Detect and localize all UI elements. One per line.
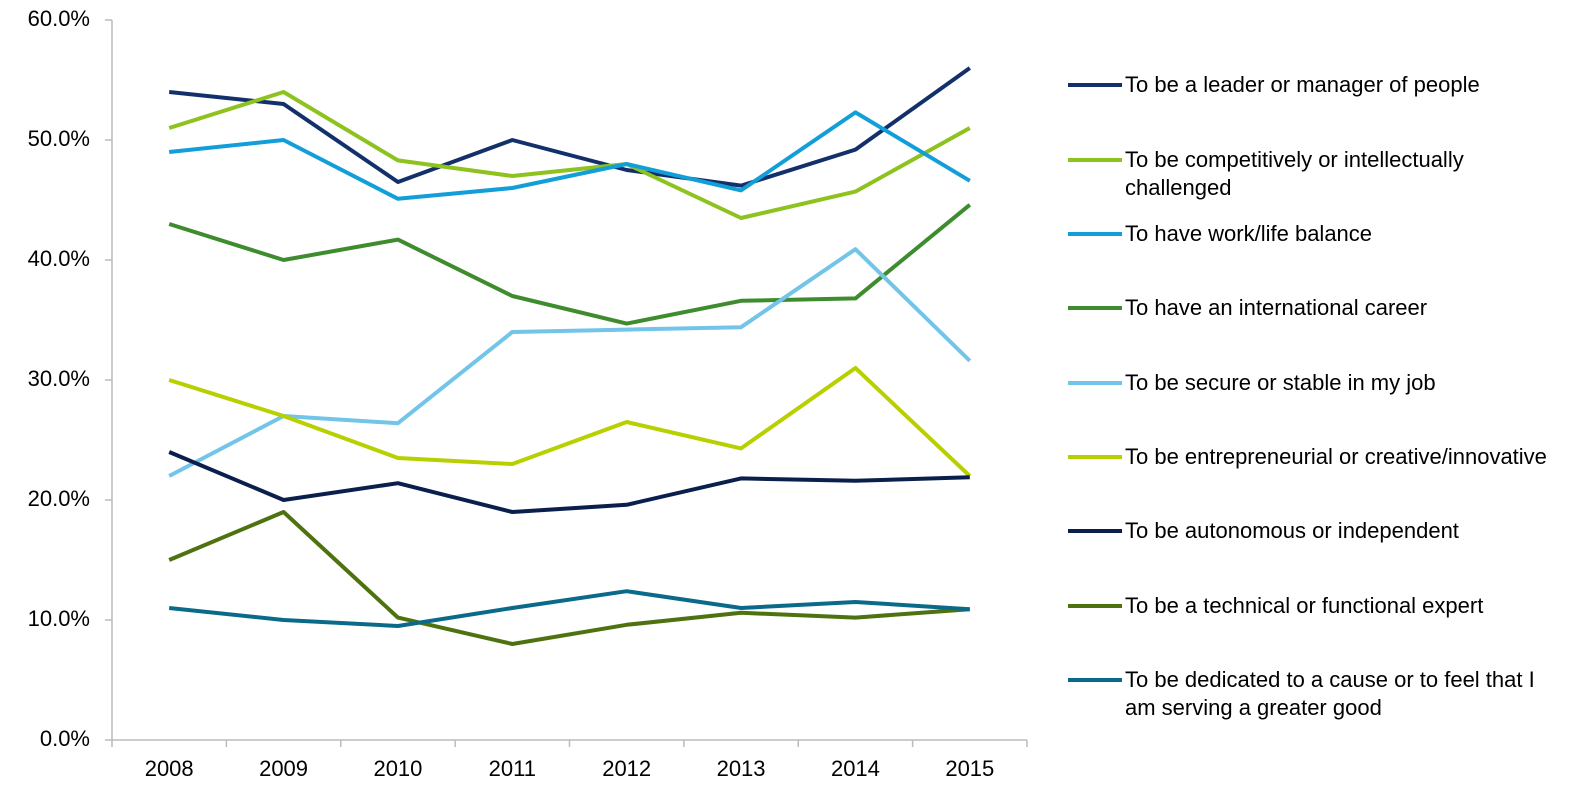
chart: 0.0% 10.0% 20.0% 30.0% 40.0% 50.0% 60.0% 2008 20… <box>28 6 1028 781</box>
x-tick-label: 2009 <box>259 756 308 781</box>
legend-label: To be dedicated to a cause or to feel th… <box>1125 667 1535 720</box>
legend-label: To be a technical or functional expert <box>1125 593 1484 618</box>
x-tick-label: 2012 <box>602 756 651 781</box>
legend-label: To be a leader or manager of people <box>1125 72 1480 97</box>
legend-label: To be competitively or intellectually ch… <box>1125 147 1464 200</box>
legend-swatch <box>1068 604 1122 608</box>
x-tick-label: 2011 <box>489 756 536 781</box>
x-tick-label: 2013 <box>717 756 766 781</box>
series-line <box>168 450 970 514</box>
y-tick-label: 40.0% <box>28 246 90 271</box>
x-tick-label: 2008 <box>145 756 194 781</box>
legend-label: To have an international career <box>1125 295 1428 320</box>
legend-item: To have work/life balance <box>1068 220 1565 248</box>
legend-item: To be a technical or functional expert <box>1068 592 1565 620</box>
y-tick-label: 0.0% <box>40 726 90 751</box>
x-tick-label: 2014 <box>831 756 880 781</box>
legend-label: To be entrepreneurial or creative/innova… <box>1125 444 1547 469</box>
y-tick-label: 60.0% <box>28 6 90 31</box>
y-tick-label: 20.0% <box>28 486 90 511</box>
legend-swatch <box>1068 678 1122 682</box>
series-line <box>168 203 972 326</box>
legend-label: To have work/life balance <box>1125 221 1373 246</box>
legend-swatch <box>1068 83 1122 87</box>
legend-item: To be entrepreneurial or creative/innova… <box>1068 443 1565 471</box>
legend-swatch <box>1068 455 1122 459</box>
series-line <box>168 66 971 188</box>
legend-item: To be a leader or manager of people <box>1068 71 1565 99</box>
legend-label: To be secure or stable in my job <box>1125 370 1436 395</box>
legend-swatch <box>1068 232 1122 236</box>
legend-swatch <box>1068 306 1122 310</box>
legend-item: To have an international career <box>1068 294 1565 322</box>
series-line <box>168 110 971 201</box>
y-tick-label: 30.0% <box>28 366 90 391</box>
y-tick-label: 50.0% <box>28 126 90 151</box>
legend-label: To be autonomous or independent <box>1125 518 1459 543</box>
x-tick-label: 2015 <box>945 756 994 781</box>
series-line <box>168 589 970 628</box>
legend-swatch <box>1068 381 1122 385</box>
legend-item: To be competitively or intellectually ch… <box>1068 146 1565 202</box>
legend-item: To be secure or stable in my job <box>1068 369 1565 397</box>
legend-item: To be autonomous or independent <box>1068 517 1565 545</box>
legend-swatch <box>1068 529 1122 533</box>
series-line <box>168 366 972 478</box>
series-line <box>168 510 970 646</box>
legend-item: To be dedicated to a cause or to feel th… <box>1068 666 1565 722</box>
series-line <box>168 90 971 220</box>
x-tick-label: 2010 <box>373 756 422 781</box>
series-line <box>168 247 972 478</box>
y-tick-label: 10.0% <box>28 606 90 631</box>
legend-swatch <box>1068 158 1122 162</box>
